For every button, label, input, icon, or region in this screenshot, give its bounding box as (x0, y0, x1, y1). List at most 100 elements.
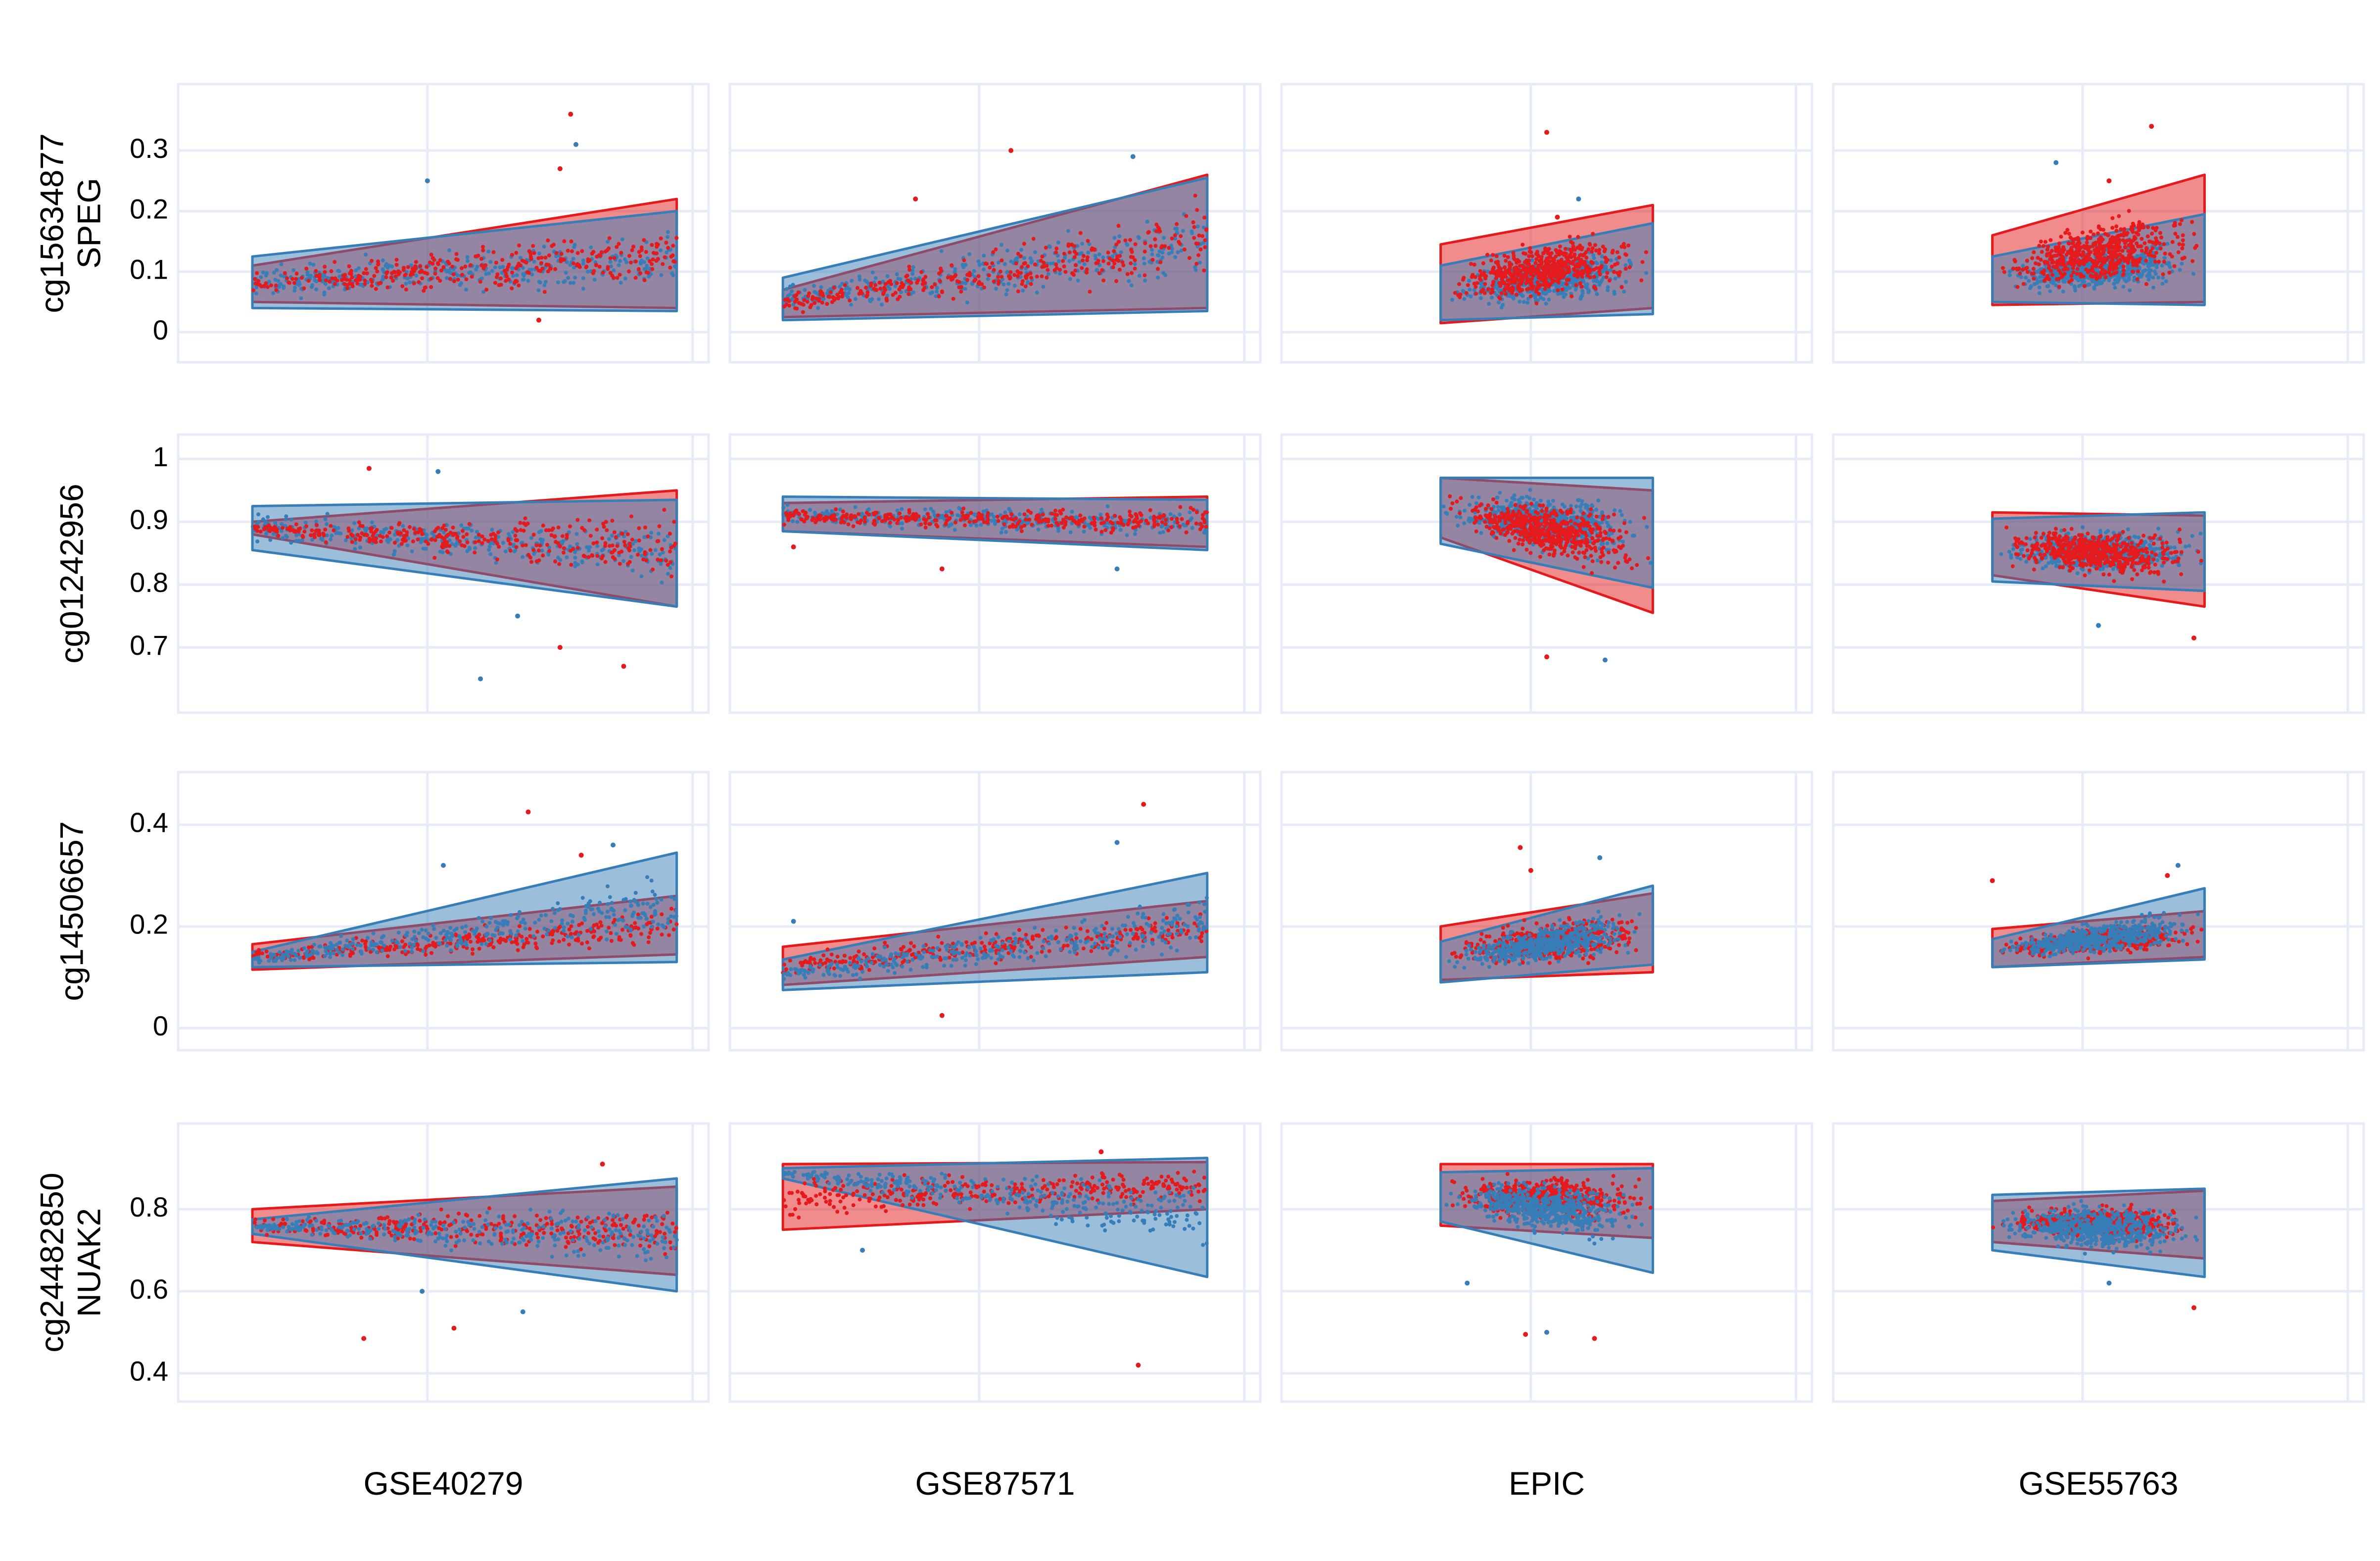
data-point (2047, 264, 2051, 269)
data-point (1019, 529, 1024, 534)
data-point (491, 532, 495, 536)
data-point (2170, 240, 2175, 244)
data-point (1120, 260, 1125, 264)
data-point (363, 278, 367, 283)
data-point (1136, 235, 1141, 239)
data-point (1154, 229, 1158, 234)
data-point (1068, 530, 1073, 535)
data-point (314, 287, 318, 292)
data-point (438, 279, 442, 283)
data-point (1082, 530, 1086, 534)
data-point (1590, 249, 1594, 254)
data-point (963, 287, 967, 291)
data-point (1033, 262, 1037, 267)
outlier-point (515, 613, 521, 619)
data-point (1111, 526, 1115, 531)
data-point (1478, 278, 1483, 282)
data-point (1180, 517, 1184, 521)
data-point (1003, 510, 1007, 515)
data-point (615, 244, 619, 249)
data-point (268, 537, 273, 542)
data-point (1560, 259, 1564, 264)
data-point (267, 523, 271, 528)
data-point (538, 543, 542, 548)
data-point (1570, 294, 1574, 298)
data-point (2059, 235, 2063, 239)
data-point (814, 296, 818, 301)
data-point (370, 284, 374, 288)
data-point (2089, 229, 2093, 234)
data-point (1604, 275, 1609, 279)
data-point (1179, 248, 1184, 253)
data-point (1117, 234, 1122, 239)
data-point (465, 540, 470, 544)
data-point (1583, 285, 1588, 289)
data-point (571, 261, 575, 266)
data-point (1514, 260, 1519, 264)
outlier-point (557, 645, 563, 650)
data-point (982, 267, 986, 272)
data-point (299, 276, 304, 280)
data-point (1519, 276, 1523, 281)
data-point (1547, 297, 1551, 302)
data-point (1029, 276, 1034, 280)
data-point (1526, 287, 1530, 291)
data-point (571, 281, 576, 285)
data-point (2149, 260, 2153, 265)
data-point (645, 264, 649, 268)
data-point (337, 269, 341, 274)
data-point (1509, 274, 1514, 278)
data-point (2138, 244, 2142, 248)
data-point (659, 248, 663, 252)
data-point (999, 269, 1002, 274)
row-label: cg01242956 (53, 484, 90, 663)
data-point (542, 244, 546, 249)
data-point (1504, 270, 1509, 274)
data-point (1162, 513, 1166, 517)
data-point (1021, 289, 1025, 293)
data-point (1615, 261, 1619, 266)
data-point (313, 535, 317, 539)
data-point (1179, 234, 1183, 239)
data-point (1078, 231, 1083, 235)
data-point (1086, 250, 1091, 255)
data-point (443, 528, 448, 532)
data-point (2123, 245, 2128, 250)
data-point (1006, 282, 1011, 286)
data-point (1543, 287, 1547, 291)
data-point (1602, 249, 1607, 253)
data-point (2039, 257, 2043, 262)
data-point (1099, 521, 1104, 526)
data-point (843, 283, 847, 287)
data-point (1173, 237, 1178, 241)
data-point (1013, 284, 1017, 288)
data-point (478, 280, 482, 284)
data-point (2075, 242, 2080, 246)
data-point (1574, 283, 1578, 288)
data-point (302, 286, 306, 291)
data-point (2046, 284, 2050, 289)
data-point (907, 264, 911, 269)
data-point (2125, 239, 2129, 243)
data-point (1586, 290, 1591, 294)
data-point (2181, 238, 2185, 243)
data-point (404, 272, 408, 277)
data-point (541, 523, 545, 528)
data-point (2037, 285, 2042, 290)
data-point (1595, 272, 1599, 277)
data-point (390, 264, 394, 269)
data-point (1556, 292, 1560, 296)
data-point (1591, 253, 1596, 257)
data-point (1067, 250, 1072, 254)
data-point (1040, 254, 1045, 259)
data-point (672, 543, 676, 548)
data-point (1564, 260, 1568, 264)
data-point (1112, 249, 1116, 253)
data-point (538, 280, 542, 285)
data-point (584, 265, 588, 270)
data-point (285, 535, 289, 539)
data-point (542, 283, 547, 288)
data-point (2021, 264, 2025, 268)
data-point (1117, 268, 1122, 272)
outlier-point (568, 111, 573, 117)
